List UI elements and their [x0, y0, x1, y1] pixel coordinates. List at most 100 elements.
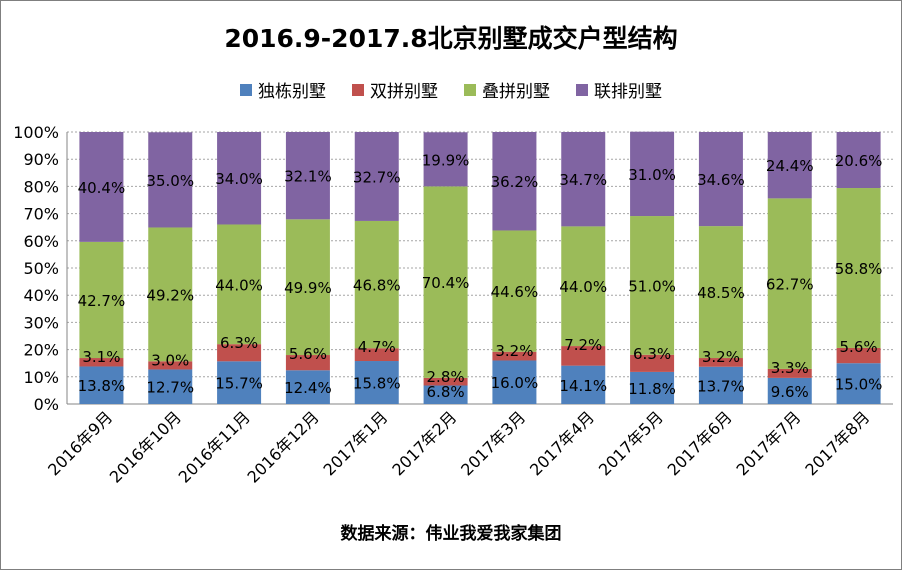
bar-segment: [217, 132, 262, 225]
data-label: 34.6%: [697, 171, 745, 189]
data-label: 62.7%: [766, 276, 814, 294]
bar-segment: [79, 132, 124, 242]
bar-segment: [630, 354, 675, 372]
x-tick-label: 2017年8月: [801, 407, 873, 479]
data-label: 3.0%: [151, 351, 189, 369]
bar-segment: [354, 348, 399, 362]
bar-segment: [561, 365, 606, 404]
data-label: 9.6%: [771, 383, 809, 401]
legend: 独栋别墅 双拼别墅 叠拼别墅 联排别墅: [1, 77, 901, 102]
data-label: 46.8%: [353, 277, 401, 295]
y-tick-label: 80%: [23, 177, 59, 196]
data-label: 32.7%: [353, 168, 401, 186]
bar-segment: [836, 188, 881, 348]
data-label: 15.8%: [353, 375, 401, 393]
data-label: 44.0%: [559, 278, 607, 296]
legend-label-3: 联排别墅: [594, 82, 662, 102]
x-tick-label: 2016年12月: [243, 407, 322, 486]
data-label: 16.0%: [491, 374, 539, 392]
bar-segment: [423, 186, 468, 378]
x-tick-label: 2017年4月: [526, 407, 598, 479]
data-label: 6.3%: [633, 345, 671, 363]
data-label: 31.0%: [628, 166, 676, 184]
data-label: 34.0%: [215, 170, 263, 188]
y-tick-label: 100%: [13, 123, 59, 142]
legend-item-0: 独栋别墅: [240, 77, 326, 102]
bar-segment: [630, 371, 675, 404]
bar-segment: [698, 358, 743, 367]
x-tick-label: 2017年5月: [595, 407, 667, 479]
bar-segment: [148, 227, 193, 362]
legend-label-2: 叠拼别墅: [482, 82, 550, 102]
bar-segment: [561, 226, 606, 347]
data-label: 12.7%: [146, 379, 194, 397]
data-label: 12.4%: [284, 379, 332, 397]
bar-segment: [285, 132, 330, 220]
data-label: 49.2%: [146, 286, 194, 304]
bar-segment: [354, 132, 399, 221]
data-label: 3.1%: [82, 348, 120, 366]
y-tick-label: 10%: [23, 368, 59, 387]
data-label: 6.8%: [427, 383, 465, 401]
x-tick-label: 2017年6月: [664, 407, 736, 479]
data-label: 35.0%: [146, 172, 194, 190]
bar-segment: [561, 346, 606, 366]
data-label: 4.7%: [358, 338, 396, 356]
data-label: 2.8%: [427, 368, 465, 386]
legend-label-0: 独栋别墅: [258, 82, 326, 102]
y-tick-label: 50%: [23, 259, 59, 278]
bar-segment: [767, 132, 812, 199]
bar-segment: [767, 198, 812, 369]
bar-segment: [836, 347, 881, 364]
bar-segment: [217, 361, 262, 404]
data-label: 44.6%: [491, 283, 539, 301]
data-source: 数据来源：伟业我爱我家集团: [340, 524, 562, 544]
data-label: 3.2%: [702, 348, 740, 366]
bar-segment: [79, 241, 124, 359]
x-tick-label: 2017年3月: [457, 407, 529, 479]
y-tick-label: 40%: [23, 286, 59, 305]
bar-segment: [698, 366, 743, 404]
bar-segment: [148, 132, 193, 228]
y-tick-label: 70%: [23, 205, 59, 224]
x-tick-label: 2017年1月: [320, 407, 392, 479]
data-label: 5.6%: [289, 345, 327, 363]
bar-segment: [767, 368, 812, 378]
data-label: 7.2%: [564, 336, 602, 354]
bar-segment: [423, 132, 468, 187]
bar-segment: [698, 226, 743, 359]
bar-segment: [836, 363, 881, 404]
y-tick-label: 30%: [23, 313, 59, 332]
data-label: 32.1%: [284, 168, 332, 186]
legend-swatch-3: [576, 83, 588, 96]
data-label: 36.2%: [491, 173, 539, 191]
data-label: 48.5%: [697, 284, 745, 302]
legend-swatch-1: [352, 83, 364, 96]
legend-item-1: 双拼别墅: [352, 77, 438, 102]
data-label: 70.4%: [422, 274, 470, 292]
data-label: 14.1%: [559, 377, 607, 395]
bar-segment: [217, 344, 262, 362]
chart-title: 2016.9-2017.8北京别墅成交户型结构: [224, 24, 678, 53]
bar-segment: [148, 369, 193, 404]
bar-segment: [492, 132, 537, 231]
bar-segment: [423, 385, 468, 404]
bar-segment: [561, 132, 606, 227]
bar-segment: [285, 370, 330, 404]
data-label: 13.7%: [697, 377, 745, 395]
y-tick-label: 20%: [23, 341, 59, 360]
data-label: 58.8%: [835, 260, 883, 278]
bar-segment: [767, 377, 812, 404]
legend-label-1: 双拼别墅: [370, 82, 438, 102]
bar-segment: [79, 358, 124, 367]
x-tick-label: 2017年2月: [388, 407, 460, 479]
legend-item-2: 叠拼别墅: [464, 77, 550, 102]
bar-segment: [148, 361, 193, 370]
data-label: 20.6%: [835, 152, 883, 170]
y-tick-label: 90%: [23, 150, 59, 169]
bar-segment: [79, 366, 124, 404]
data-label: 13.8%: [78, 377, 126, 395]
data-label: 5.6%: [840, 338, 878, 356]
bar-segment: [285, 355, 330, 371]
